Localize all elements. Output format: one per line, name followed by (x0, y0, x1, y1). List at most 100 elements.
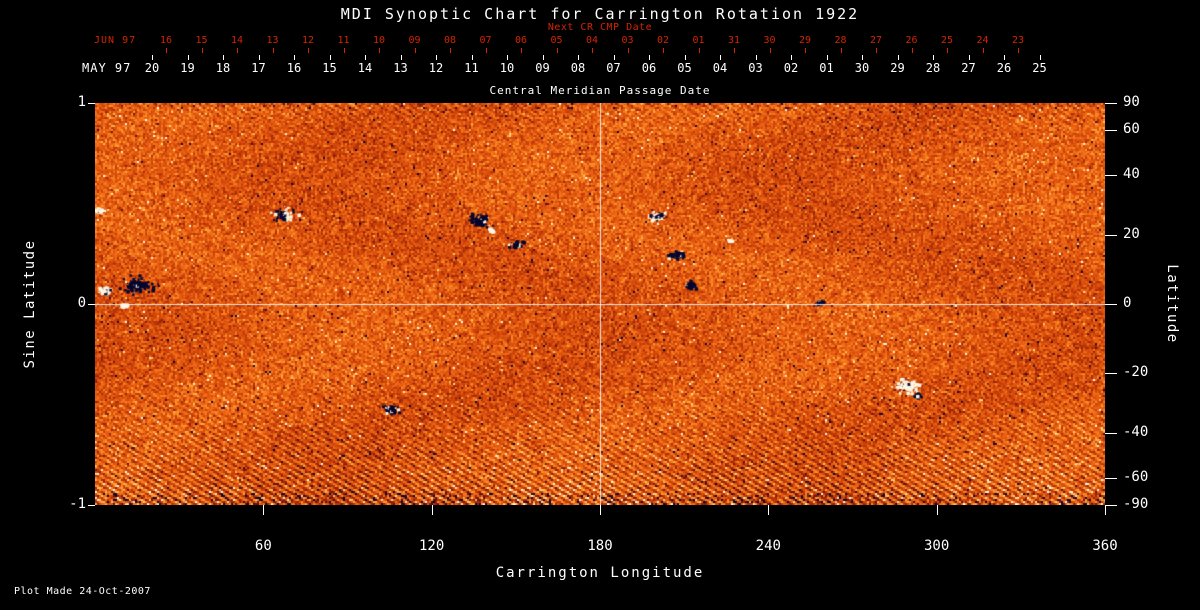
cmp-axis-tick (187, 55, 189, 60)
red-date-tick-label: 29 (798, 35, 812, 46)
longitude-tick (936, 505, 938, 515)
sine-latitude-tick-label: 0 (77, 295, 86, 311)
red-date-tick-label: 13 (266, 35, 279, 46)
sine-latitude-tick (88, 505, 95, 506)
cmp-date-tick-label: 28 (925, 61, 941, 75)
red-date-tick-label: 23 (1011, 35, 1025, 46)
sine-latitude-tick (88, 304, 95, 305)
latitude-tick (1105, 235, 1117, 237)
red-axis-tick (663, 48, 664, 53)
cmp-date-tick-label: 04 (712, 61, 728, 75)
latitude-tick (1105, 372, 1117, 374)
latitude-tick-label: 90 (1123, 94, 1140, 110)
cmp-date-tick-label: 15 (322, 61, 337, 75)
cmp-date-tick-label: 25 (1032, 61, 1047, 75)
red-axis-tick (947, 48, 948, 53)
cmp-date-tick-label: 20 (144, 61, 160, 75)
red-date-tick-label: 16 (159, 35, 173, 46)
cmp-date-tick-label: 10 (499, 61, 515, 75)
cmp-axis-tick (294, 55, 295, 60)
red-axis-month-label: JUN 97 (94, 35, 137, 46)
cmp-axis-tick (613, 55, 615, 60)
cmp-axis-tick (897, 55, 899, 60)
latitude-tick (1105, 304, 1117, 305)
red-date-tick-label: 11 (337, 35, 350, 46)
longitude-tick (263, 505, 265, 515)
cmp-date-tick-label: 29 (890, 61, 905, 75)
cmp-axis-tick (578, 55, 579, 60)
red-date-tick-label: 14 (230, 35, 244, 46)
longitude-tick (768, 505, 770, 515)
red-axis-tick (1018, 48, 1019, 53)
longitude-tick (1105, 505, 1106, 515)
red-axis-tick (166, 48, 167, 53)
red-axis-tick (521, 48, 522, 53)
latitude-tick (1105, 478, 1117, 480)
longitude-tick (600, 505, 601, 515)
red-date-tick-label: 02 (656, 35, 670, 46)
latitude-tick-label: -60 (1123, 469, 1149, 486)
latitude-tick (1105, 433, 1117, 435)
sine-latitude-axis-title: Sine Latitude (22, 239, 38, 369)
longitude-tick-label: 300 (924, 538, 950, 554)
cmp-axis-tick (649, 55, 650, 60)
latitude-tick-label: 20 (1123, 226, 1140, 243)
cmp-date-tick-label: 17 (251, 61, 266, 75)
cmp-axis-tick (329, 55, 331, 60)
cmp-axis-tick (152, 55, 153, 60)
white-axis-month-label: MAY 97 (82, 61, 132, 75)
latitude-tick-label: -40 (1123, 424, 1149, 441)
cmp-date-tick-label: 08 (570, 61, 586, 75)
cmp-axis-tick (507, 55, 508, 60)
cmp-axis-tick (471, 55, 473, 60)
cmp-axis-tick (436, 55, 437, 60)
cmp-axis-tick (826, 55, 828, 60)
cmp-date-tick-label: 02 (783, 61, 799, 75)
cmp-axis-tick (684, 55, 686, 60)
cmp-date-tick-label: 26 (996, 61, 1012, 75)
cmp-axis-tick (720, 55, 721, 60)
red-date-tick-label: 24 (976, 35, 989, 46)
latitude-tick-label: -20 (1123, 363, 1149, 380)
cmp-axis-tick (755, 55, 757, 60)
cmp-date-tick-label: 06 (641, 61, 657, 75)
latitude-tick (1105, 129, 1117, 131)
latitude-tick (1105, 103, 1117, 104)
latitude-tick (1105, 505, 1117, 506)
cmp-date-tick-label: 30 (854, 61, 870, 75)
red-axis-tick (769, 48, 771, 53)
longitude-tick-label: 180 (587, 538, 613, 554)
red-axis-tick (840, 48, 842, 53)
longitude-tick-label: 360 (1092, 538, 1118, 554)
red-axis-tick (343, 48, 345, 53)
red-axis-tick (379, 48, 380, 53)
red-date-tick-label: 01 (692, 35, 705, 46)
red-date-tick-label: 10 (372, 35, 386, 46)
cmp-date-tick-label: 05 (677, 61, 692, 75)
red-axis-tick (805, 48, 806, 53)
red-axis-tick (485, 48, 487, 53)
red-axis-tick (876, 48, 877, 53)
cmp-axis-tick (1039, 55, 1041, 60)
sine-latitude-tick (88, 103, 95, 104)
cmp-date-tick-label: 16 (286, 61, 302, 75)
plot-made-timestamp: Plot Made 24-Oct-2007 (14, 586, 151, 597)
latitude-tick (1105, 174, 1117, 176)
red-axis-tick (201, 48, 203, 53)
red-axis-tick (237, 48, 238, 53)
cmp-axis-tick (1004, 55, 1005, 60)
red-date-tick-label: 31 (727, 35, 741, 46)
cmp-date-tick-label: 11 (464, 61, 479, 75)
longitude-tick-label: 120 (419, 538, 445, 554)
red-date-tick-label: 07 (479, 35, 492, 46)
cmp-date-tick-label: 12 (428, 61, 444, 75)
sine-latitude-tick-label: 1 (77, 94, 86, 110)
red-date-tick-label: 06 (514, 35, 528, 46)
latitude-tick-label: 0 (1123, 295, 1132, 311)
cmp-axis-tick (862, 55, 863, 60)
latitude-tick-label: 40 (1123, 165, 1140, 182)
chart-title: MDI Synoptic Chart for Carrington Rotati… (340, 5, 860, 23)
longitude-tick (431, 505, 433, 515)
red-axis-tick (556, 48, 558, 53)
